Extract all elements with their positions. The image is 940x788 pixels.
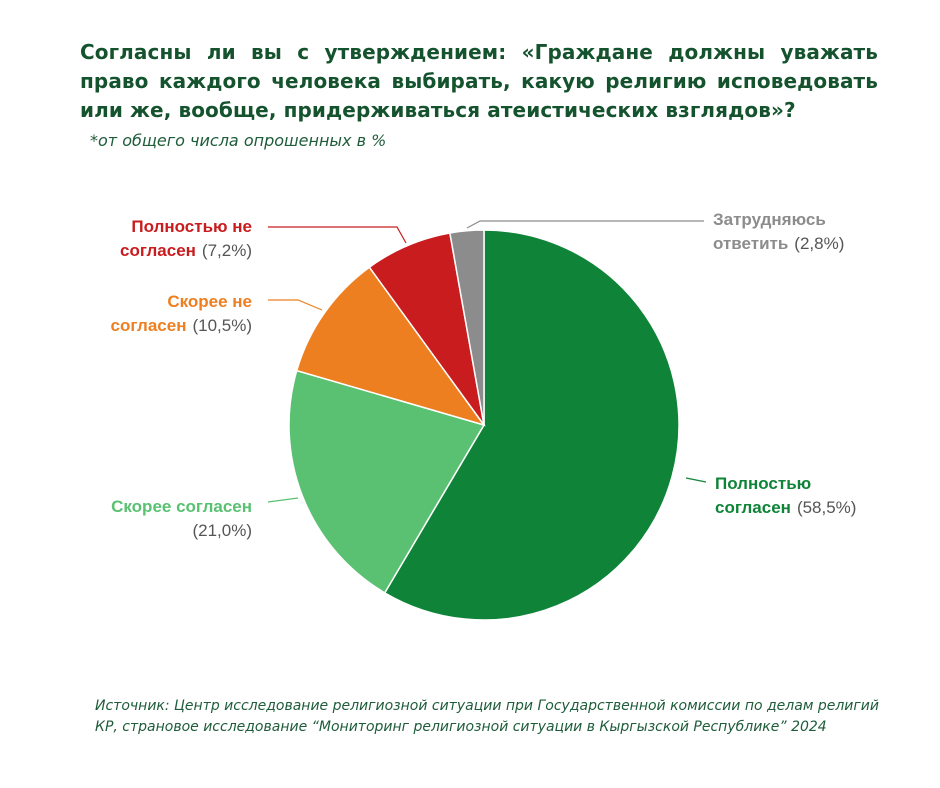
- slice-label: Скорее не согласен (10,5%): [111, 292, 252, 335]
- slice-label: Затрудняюсь ответить (2,8%): [713, 210, 844, 253]
- slice-label-line1: Скорее не: [167, 292, 252, 311]
- slice-label-line2: согласен: [111, 316, 187, 335]
- slice-label: Полностью не согласен (7,2%): [120, 217, 252, 260]
- leader-line: [268, 299, 323, 311]
- slice-percent: (21,0%): [192, 521, 252, 540]
- slice-label: Скорее согласен (21,0%): [111, 497, 252, 540]
- slice-label-line2: согласен: [715, 498, 791, 517]
- leader-line: [267, 497, 299, 503]
- slice-label-line1: Полностью: [715, 474, 811, 493]
- slice-percent: (58,5%): [797, 498, 857, 517]
- chart-title: Согласны ли вы с утверждением: «Граждане…: [80, 40, 878, 122]
- slice-label-line1: Скорее согласен: [111, 497, 252, 516]
- slice-label-line2: ответить: [713, 234, 788, 253]
- chart-subtitle: *от общего числа опрошенных в %: [90, 131, 387, 150]
- leader-line: [685, 477, 707, 483]
- leader-line: [466, 220, 704, 229]
- slice-percent: (10,5%): [192, 316, 252, 335]
- pie-slice: [295, 266, 486, 427]
- slice-label: Полностью согласен (58,5%): [715, 474, 856, 517]
- leader-line: [268, 226, 407, 244]
- slice-label-line2: согласен: [120, 241, 196, 260]
- pie-slice: [383, 229, 680, 621]
- pie-slice: [288, 369, 486, 594]
- slice-percent: (2,8%): [794, 234, 844, 253]
- slice-percent: (7,2%): [202, 241, 252, 260]
- slice-label-line1: Полностью не: [131, 217, 252, 236]
- source-note: Источник: Центр исследование религиозной…: [95, 698, 879, 735]
- pie-slice: [449, 229, 485, 426]
- slice-label-line1: Затрудняюсь: [713, 210, 826, 229]
